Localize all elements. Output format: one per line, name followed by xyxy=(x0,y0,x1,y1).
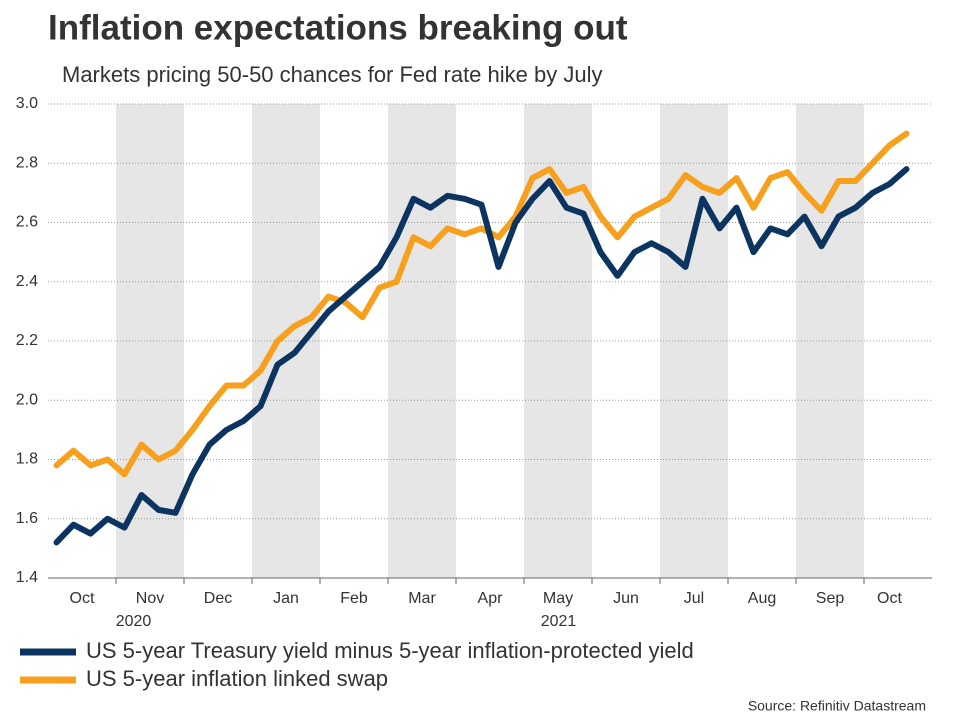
x-tick-label: Feb xyxy=(340,590,368,607)
y-tick-label: 2.0 xyxy=(16,391,38,408)
x-tick-label: Sep xyxy=(816,590,845,607)
year-label: 2021 xyxy=(541,613,577,630)
x-tick-label: Jan xyxy=(273,590,299,607)
series-line xyxy=(53,166,910,546)
y-tick-label: 1.4 xyxy=(16,569,38,586)
source: Source: Refinitiv Datastream xyxy=(748,698,926,714)
y-tick-label: 1.8 xyxy=(16,451,38,468)
chart-subtitle: Markets pricing 50-50 chances for Fed ra… xyxy=(62,62,602,87)
x-tick-label: Nov xyxy=(136,590,164,607)
x-tick-label: Oct xyxy=(70,590,95,607)
x-tick-label: May xyxy=(543,590,573,607)
legend-label: US 5-year Treasury yield minus 5-year in… xyxy=(86,638,694,663)
x-tick-label: Jun xyxy=(613,590,639,607)
x-tick-label: Oct xyxy=(877,590,902,607)
x-tick-label: Aug xyxy=(748,590,776,607)
legend-label: US 5-year inflation linked swap xyxy=(86,666,388,691)
y-tick-label: 2.2 xyxy=(16,332,38,349)
y-tick-label: 2.6 xyxy=(16,214,38,231)
x-tick-label: Mar xyxy=(408,590,436,607)
y-tick-label: 2.4 xyxy=(16,273,38,290)
x-tick-label: Apr xyxy=(478,590,504,607)
month-band xyxy=(388,104,456,578)
series-line xyxy=(53,130,910,478)
x-tick-label: Dec xyxy=(204,590,232,607)
year-label: 2020 xyxy=(116,613,152,630)
y-tick-label: 2.8 xyxy=(16,154,38,171)
x-tick-label: Jul xyxy=(684,590,704,607)
y-tick-label: 3.0 xyxy=(16,95,38,112)
y-tick-label: 1.6 xyxy=(16,510,38,527)
month-band xyxy=(796,104,864,578)
chart-title: Inflation expectations breaking out xyxy=(48,8,628,47)
